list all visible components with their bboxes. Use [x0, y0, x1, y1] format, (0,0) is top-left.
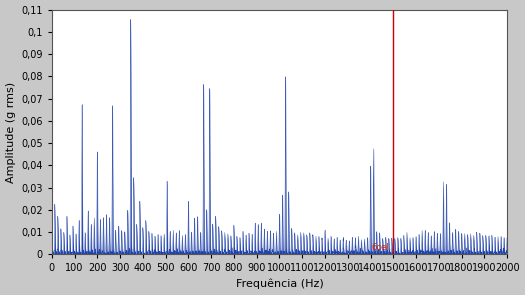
- Text: 6cel.: 6cel.: [372, 243, 392, 252]
- Y-axis label: Amplitude (g rms): Amplitude (g rms): [6, 81, 16, 183]
- X-axis label: Frequência (Hz): Frequência (Hz): [236, 279, 323, 289]
